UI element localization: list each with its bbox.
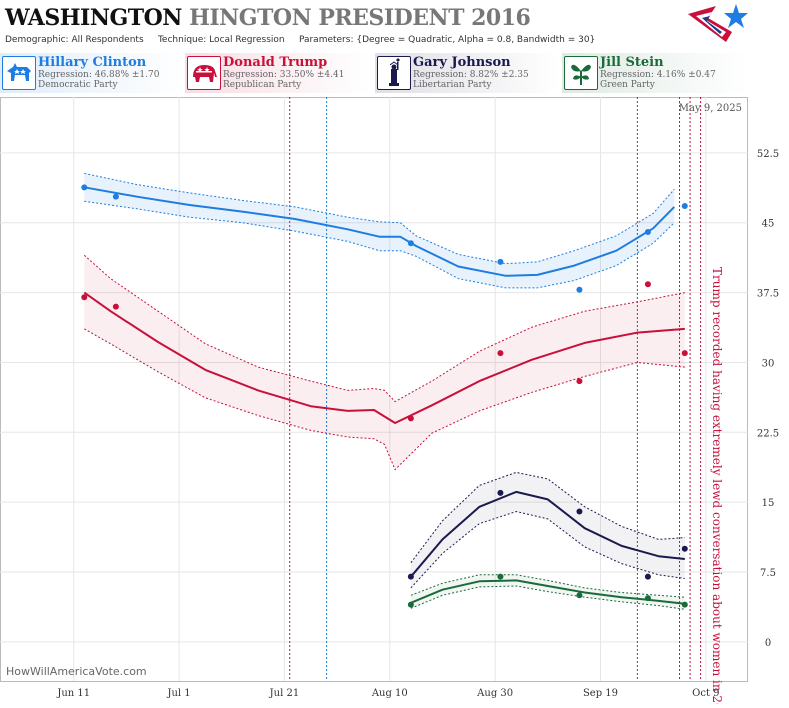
data-point [576,378,583,385]
candidate-party: Democratic Party [38,80,118,90]
demographic-value: All Respondents [71,35,144,45]
parameters-label: Parameters: [298,35,354,45]
candidate-name: Gary Johnson [413,55,511,70]
candidate-card-stein: Jill Stein Regression: 4.16% ±0.47 Green… [562,53,747,93]
upper-bound-line [410,471,685,564]
data-point [644,229,651,236]
candidate-card-trump: Donald Trump Regression: 33.50% ±4.41 Re… [185,53,370,93]
candidate-name: Jill Stein [600,55,664,70]
series-line [410,490,685,578]
candidate-card-johnson: Gary Johnson Regression: 8.82% ±2.35 Lib… [375,53,560,93]
candidate-regression: Regression: 46.88% ±1.70 [38,70,160,80]
statue-of-liberty-icon [377,56,411,90]
y-tick-label: 22.5 [757,428,779,439]
data-point [407,240,414,247]
demographic-label: Demographic: [5,35,69,45]
data-point [576,286,583,293]
candidate-card-clinton: Hillary Clinton Regression: 46.88% ±1.70… [0,53,185,93]
title-part-1: WASHINGTON [5,5,182,31]
data-point [497,489,504,496]
y-tick-label: 45 [762,219,775,230]
candidate-name: Hillary Clinton [38,55,147,70]
x-tick-label: Aug 10 [371,688,408,699]
candidate-name: Donald Trump [223,55,328,70]
candidate-party: Green Party [600,80,655,90]
data-point [407,601,414,608]
upper-bound-line [410,574,685,598]
lower-bound-line [84,328,685,471]
lower-bound-line [84,200,675,289]
watermark: HowWillAmericaVote.com [6,665,147,678]
confidence-band [410,574,685,610]
chart-header: WASHINGTON HINGTON PRESIDENT 2016 Demogr… [0,0,789,52]
parameters-value: {Degree = Quadratic, Alpha = 0.8, Bandwi… [356,35,596,45]
data-point [681,350,688,357]
event-annotation: Trump recorded having extremely lewd con… [710,267,724,704]
stars-stripes-logo [688,4,748,42]
series-line [83,291,685,424]
candidate-regression: Regression: 4.16% ±0.47 [600,70,716,80]
data-point [407,415,414,422]
candidate-party: Libertarian Party [413,80,492,90]
leaf-icon [564,56,598,90]
chart-area: Jun 11 Jul 1 Jul 21 Aug 10 Aug 30 Sep 19 Oct 9… [0,97,789,708]
data-point [81,184,88,191]
y-tick-label: 52.5 [757,149,779,160]
data-point [112,193,119,200]
data-point [497,350,504,357]
data-point [576,508,583,515]
confidence-band [84,255,685,470]
y-tick-label: 15 [762,498,775,509]
upper-bound-line [83,254,685,403]
confidence-band [410,472,685,588]
y-tick-label: 30 [762,358,775,369]
data-point [644,281,651,288]
data-point [497,258,504,265]
data-point [681,601,688,608]
candidate-regression: Regression: 33.50% ±4.41 [223,70,345,80]
lower-bound-line [410,510,685,589]
technique-label: Technique: [157,35,207,45]
parameters-line: Demographic: All Respondents Technique: … [5,35,595,45]
data-point [407,573,414,580]
y-tick-label: 0 [765,638,771,649]
technique-value: Local Regression [209,35,285,45]
poll-chart: Jun 11 Jul 1 Jul 21 Aug 10 Aug 30 Sep 19 Oct 9… [0,97,779,708]
x-tick-label: Aug 30 [476,688,513,699]
x-tick-label: Oct 9 [692,688,719,699]
data-point [112,303,119,310]
y-tick-label: 37.5 [757,289,779,300]
data-point [497,573,504,580]
data-point [681,545,688,552]
x-tick-label: Jul 1 [166,688,190,699]
x-tick-label: Jun 11 [56,688,90,699]
data-point [576,592,583,599]
data-point [81,294,88,301]
candidate-regression: Regression: 8.82% ±2.35 [413,70,529,80]
candidate-party: Republican Party [223,80,302,90]
upper-bound-line [84,172,675,265]
x-tick-label: Jul 21 [269,688,300,699]
data-point [681,202,688,209]
lower-bound-line [410,585,685,610]
elephant-icon [187,56,221,90]
confidence-band [84,173,675,288]
series-line [84,186,676,277]
y-tick-label: 7.5 [760,568,776,579]
data-point [644,595,651,602]
donkey-icon [2,56,36,90]
date-label: May 9, 2025 [679,103,742,114]
x-tick-label: Sep 19 [583,688,618,699]
title-part-2: HINGTON PRESIDENT 2016 [189,5,531,31]
page-title: WASHINGTON HINGTON PRESIDENT 2016 [5,5,531,31]
data-point [644,573,651,580]
candidate-legend: Hillary Clinton Regression: 46.88% ±1.70… [0,53,789,93]
